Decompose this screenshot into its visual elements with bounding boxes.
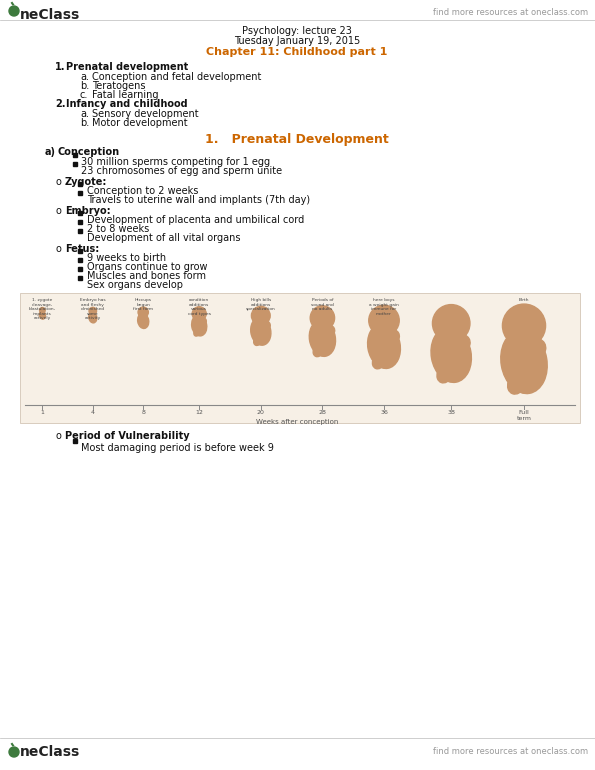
Text: 23 chromosomes of egg and sperm unite: 23 chromosomes of egg and sperm unite (81, 166, 282, 176)
Text: 8: 8 (141, 410, 145, 415)
Circle shape (9, 747, 19, 757)
Text: Conception: Conception (58, 147, 120, 157)
Text: 1.: 1. (55, 62, 65, 72)
Text: Periods of
sound and
no adults: Periods of sound and no adults (311, 298, 334, 311)
Ellipse shape (431, 327, 471, 383)
Ellipse shape (137, 313, 149, 329)
Circle shape (502, 304, 546, 347)
Text: o: o (56, 431, 62, 441)
Ellipse shape (325, 325, 335, 335)
Text: Teratogens: Teratogens (92, 81, 146, 91)
Ellipse shape (372, 355, 384, 369)
Text: neClass: neClass (20, 745, 80, 759)
Text: Most damaging period is before week 9: Most damaging period is before week 9 (81, 443, 274, 453)
Text: 1.   Prenatal Development: 1. Prenatal Development (205, 133, 389, 146)
Text: find more resources at oneclass.com: find more resources at oneclass.com (433, 8, 588, 17)
Ellipse shape (529, 339, 546, 356)
Text: c.: c. (80, 90, 89, 100)
Ellipse shape (201, 318, 206, 323)
Text: 38: 38 (447, 410, 455, 415)
Text: 2 to 8 weeks: 2 to 8 weeks (87, 224, 149, 234)
Ellipse shape (263, 321, 270, 329)
Text: Sensory development: Sensory development (92, 109, 199, 119)
Text: Chapter 11: Childhood part 1: Chapter 11: Childhood part 1 (206, 47, 388, 57)
Text: Motor development: Motor development (92, 118, 187, 128)
Text: o: o (56, 177, 62, 187)
Ellipse shape (437, 367, 452, 383)
Circle shape (252, 306, 270, 325)
Ellipse shape (508, 375, 524, 394)
Ellipse shape (39, 311, 45, 319)
Text: here boys
a weight gain
immune for
mother: here boys a weight gain immune for mothe… (369, 298, 399, 316)
Text: Development of placenta and umbilical cord: Development of placenta and umbilical co… (87, 215, 304, 225)
Ellipse shape (388, 330, 399, 342)
Text: 20: 20 (257, 410, 265, 415)
Text: Infancy and childhood: Infancy and childhood (66, 99, 187, 109)
Text: Conception to 2 weeks: Conception to 2 weeks (87, 186, 198, 196)
Text: Embryo:: Embryo: (65, 206, 111, 216)
Text: High bills
additions
specialization: High bills additions specialization (246, 298, 275, 311)
Text: find more resources at oneclass.com: find more resources at oneclass.com (433, 748, 588, 756)
Text: Hiccups
begun
first form: Hiccups begun first form (133, 298, 153, 311)
Ellipse shape (250, 318, 271, 345)
Text: O: O (8, 4, 20, 18)
Circle shape (433, 305, 470, 342)
Text: Development of all vital organs: Development of all vital organs (87, 233, 240, 243)
Text: 9 weeks to birth: 9 weeks to birth (87, 253, 166, 263)
Ellipse shape (368, 323, 400, 369)
Text: O: O (8, 745, 20, 759)
Text: b.: b. (80, 81, 89, 91)
Circle shape (138, 307, 148, 317)
Circle shape (9, 6, 19, 16)
Text: b.: b. (80, 118, 89, 128)
Ellipse shape (313, 346, 322, 357)
Text: 36: 36 (380, 410, 388, 415)
Text: 1: 1 (40, 410, 45, 415)
Text: Sex organs develop: Sex organs develop (87, 280, 183, 290)
Text: Organs continue to grow: Organs continue to grow (87, 262, 208, 272)
Text: 12: 12 (195, 410, 203, 415)
Text: 4: 4 (91, 410, 95, 415)
Ellipse shape (89, 312, 97, 323)
Text: Travels to uterine wall and implants (7th day): Travels to uterine wall and implants (7t… (87, 195, 310, 205)
Text: neClass: neClass (20, 8, 80, 22)
Ellipse shape (501, 330, 547, 393)
Ellipse shape (192, 315, 207, 336)
Text: Conception and fetal development: Conception and fetal development (92, 72, 261, 82)
Text: 28: 28 (318, 410, 326, 415)
Text: Full
term: Full term (516, 410, 531, 420)
Text: Tuesday January 19, 2015: Tuesday January 19, 2015 (234, 36, 360, 46)
Text: a.: a. (80, 72, 89, 82)
Circle shape (310, 306, 334, 330)
Circle shape (192, 306, 206, 321)
Text: Weeks after conception: Weeks after conception (256, 419, 339, 425)
Text: Fatal learning: Fatal learning (92, 90, 158, 100)
Text: condition
additions
various
cord types: condition additions various cord types (187, 298, 211, 316)
Ellipse shape (309, 320, 336, 357)
Text: Zygote:: Zygote: (65, 177, 107, 187)
Ellipse shape (194, 330, 199, 336)
Text: a.: a. (80, 109, 89, 119)
Text: Embryo has
and fleshy
diminished
some
activity: Embryo has and fleshy diminished some ac… (80, 298, 106, 320)
Text: Muscles and bones form: Muscles and bones form (87, 271, 206, 281)
Text: 1. zygote
cleavage,
blastulation,
implants
actively: 1. zygote cleavage, blastulation, implan… (29, 298, 56, 320)
Text: Period of Vulnerability: Period of Vulnerability (65, 431, 190, 441)
Text: o: o (56, 244, 62, 254)
Text: o: o (56, 206, 62, 216)
Ellipse shape (253, 337, 261, 346)
Text: 2.: 2. (55, 99, 65, 109)
Circle shape (40, 307, 45, 313)
Text: Psychology: lecture 23: Psychology: lecture 23 (242, 26, 352, 36)
Text: a): a) (45, 147, 56, 157)
Ellipse shape (456, 335, 470, 350)
Circle shape (89, 307, 96, 315)
Text: Birth: Birth (519, 298, 529, 302)
Text: 30 million sperms competing for 1 egg: 30 million sperms competing for 1 egg (81, 157, 270, 167)
Bar (20, 293, 580, 423)
Circle shape (369, 305, 399, 336)
Text: Fetus:: Fetus: (65, 244, 99, 254)
Text: Prenatal development: Prenatal development (66, 62, 188, 72)
